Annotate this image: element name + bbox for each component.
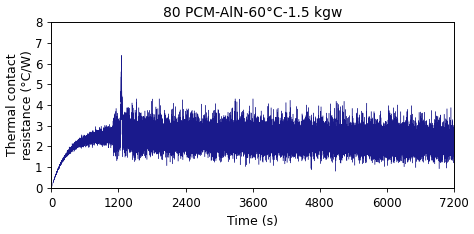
Title: 80 PCM-AlN-60°C-1.5 kgw: 80 PCM-AlN-60°C-1.5 kgw [163, 6, 342, 20]
X-axis label: Time (s): Time (s) [227, 216, 278, 228]
Y-axis label: Thermal contact
resistance (°C/W): Thermal contact resistance (°C/W) [6, 50, 34, 160]
